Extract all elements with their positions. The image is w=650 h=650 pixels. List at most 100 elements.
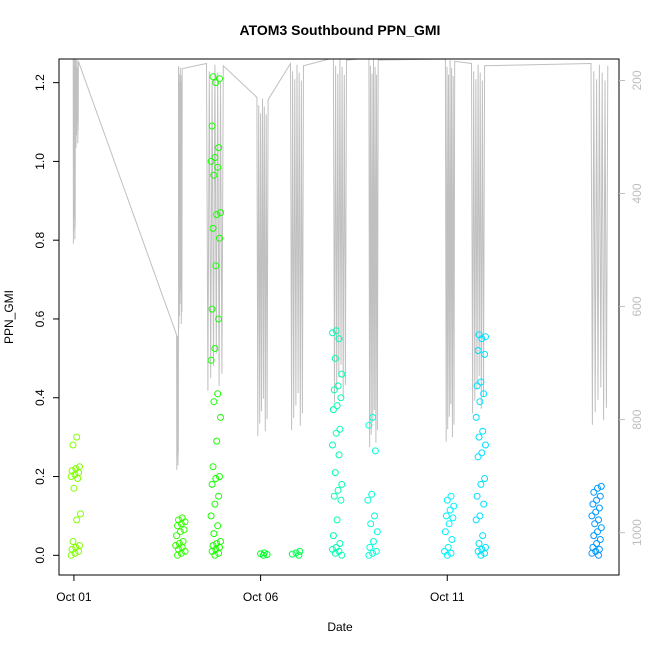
data-point: [329, 329, 336, 337]
data-point: [207, 356, 215, 364]
data-point: [329, 532, 337, 540]
data-point: [367, 520, 375, 528]
data-point: [369, 549, 377, 557]
data-point: [333, 402, 341, 410]
y-tick-label: 0.2: [33, 468, 47, 485]
data-point: [214, 390, 222, 398]
data-point: [210, 171, 218, 179]
data-point: [475, 331, 483, 339]
data-point: [216, 75, 223, 83]
data-point: [209, 224, 217, 232]
data-point: [369, 413, 377, 421]
data-point: [209, 463, 217, 471]
data-point: [370, 538, 377, 545]
data-point: [179, 538, 187, 545]
data-point: [475, 433, 483, 441]
depth-profile-line: [72, 59, 609, 470]
data-point: [592, 508, 600, 516]
data-points: [67, 73, 605, 559]
data-point: [332, 327, 340, 335]
data-point: [336, 540, 344, 547]
x-axis-label: Date: [327, 620, 353, 634]
data-point: [332, 543, 340, 551]
data-point: [595, 504, 603, 512]
data-point: [476, 398, 484, 406]
data-point: [210, 530, 218, 538]
data-point: [212, 79, 220, 87]
data-point: [213, 437, 221, 445]
axes: 0.0 0.2 0.4 0.6 0.8 1.0 1.2 Oct 01 Oct 06 Oct 11 2…: [33, 58, 644, 604]
data-point: [596, 536, 604, 543]
data-point: [211, 500, 219, 508]
plot-frame: [58, 58, 620, 576]
data-point: [366, 543, 374, 551]
data-point: [475, 540, 483, 547]
data-point: [373, 528, 381, 536]
data-point: [446, 506, 454, 514]
data-point: [332, 429, 340, 437]
x-tick-label: Oct 01: [56, 590, 92, 604]
data-point: [449, 514, 457, 522]
data-point: [474, 453, 482, 461]
data-point: [337, 496, 345, 504]
data-point: [76, 463, 83, 471]
data-point: [593, 496, 601, 504]
data-point: [329, 545, 336, 553]
data-point: [590, 488, 598, 496]
data-point: [335, 451, 343, 459]
y-tick-label: 0.8: [33, 232, 47, 249]
data-point: [69, 538, 77, 545]
data-point: [330, 386, 338, 394]
x-tick-label: Oct 11: [430, 590, 465, 604]
data-point: [217, 209, 224, 217]
data-point: [365, 421, 373, 429]
y-tick-label: 0.6: [33, 310, 47, 327]
y-axis-label: PPN_GMI: [2, 290, 16, 344]
data-point: [336, 425, 344, 433]
data-point: [214, 163, 222, 171]
data-point: [175, 516, 182, 524]
data-point: [445, 520, 453, 528]
data-point: [333, 516, 341, 524]
data-point: [597, 524, 605, 532]
data-point: [208, 305, 216, 313]
data-point: [180, 526, 188, 534]
data-point: [368, 490, 376, 498]
data-point: [594, 528, 601, 536]
data-point: [480, 500, 488, 508]
data-point: [477, 480, 485, 488]
data-point: [215, 492, 223, 500]
data-point: [209, 542, 217, 549]
data-point: [72, 465, 80, 473]
data-point: [474, 547, 482, 555]
data-point: [217, 413, 224, 421]
data-point: [288, 550, 296, 558]
data-point: [296, 547, 304, 555]
data-point: [595, 545, 603, 553]
data-point: [590, 532, 598, 540]
data-point: [329, 406, 337, 414]
depth-profile-lines: [72, 59, 609, 470]
data-point: [477, 378, 485, 386]
data-point: [474, 347, 482, 354]
data-point: [69, 441, 77, 449]
data-point: [444, 543, 452, 551]
data-point: [473, 382, 481, 390]
data-point: [210, 398, 218, 406]
data-point: [212, 262, 220, 270]
data-point: [331, 354, 339, 362]
data-point: [216, 234, 223, 242]
y2-tick-label: 400: [630, 183, 644, 203]
data-point: [447, 492, 455, 500]
data-point: [207, 512, 215, 520]
data-point: [476, 512, 484, 520]
data-point: [594, 484, 601, 492]
data-point: [482, 543, 489, 551]
data-point: [330, 492, 338, 500]
data-point: [482, 333, 489, 341]
y2-tick-label: 200: [630, 70, 644, 90]
data-point: [211, 154, 219, 161]
data-point: [68, 545, 76, 553]
